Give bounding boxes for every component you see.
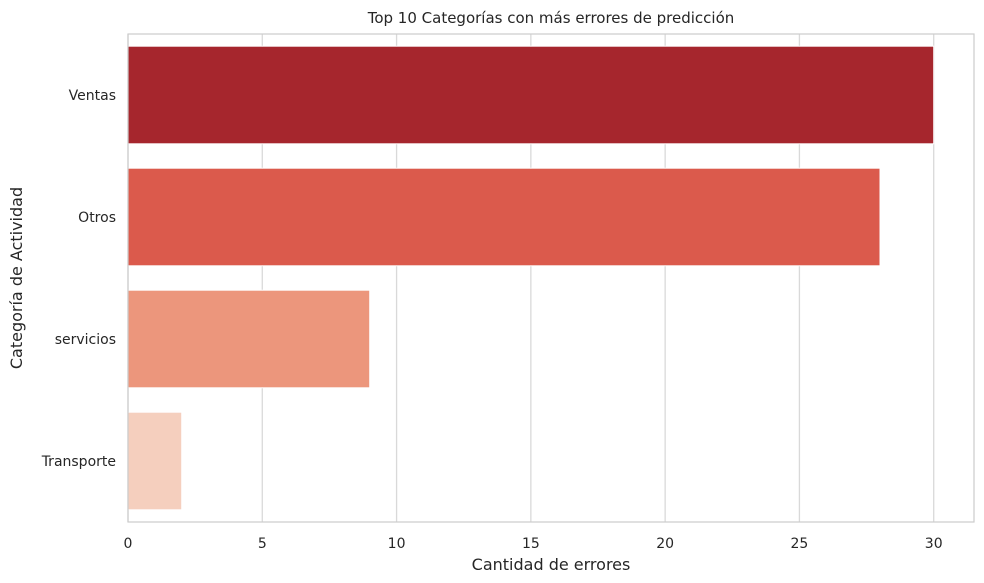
y-tick-label: Transporte bbox=[41, 454, 116, 470]
bar-transporte bbox=[127, 411, 183, 511]
plot-frame bbox=[127, 33, 975, 523]
x-tick-label: 15 bbox=[522, 536, 540, 552]
bar-ventas bbox=[127, 45, 935, 145]
x-tick-labels: 0 5 10 15 20 25 30 bbox=[124, 536, 943, 552]
bar-otros bbox=[127, 167, 881, 267]
y-tick-label: Ventas bbox=[69, 88, 116, 104]
x-axis-label: Cantidad de errores bbox=[472, 555, 631, 574]
x-tick-label: 0 bbox=[124, 536, 133, 552]
y-axis-label: Categoría de Actividad bbox=[7, 187, 26, 369]
bar-servicios bbox=[127, 289, 371, 389]
x-tick-label: 25 bbox=[791, 536, 809, 552]
chart-title: Top 10 Categorías con más errores de pre… bbox=[367, 9, 735, 27]
y-tick-labels: Ventas Otros servicios Transporte bbox=[41, 88, 116, 470]
y-tick-label: servicios bbox=[55, 332, 116, 348]
y-tick-label: Otros bbox=[78, 210, 116, 226]
x-tick-label: 10 bbox=[388, 536, 406, 552]
x-tick-label: 5 bbox=[258, 536, 267, 552]
bars bbox=[127, 45, 935, 511]
x-tick-label: 30 bbox=[925, 536, 943, 552]
x-tick-label: 20 bbox=[656, 536, 674, 552]
